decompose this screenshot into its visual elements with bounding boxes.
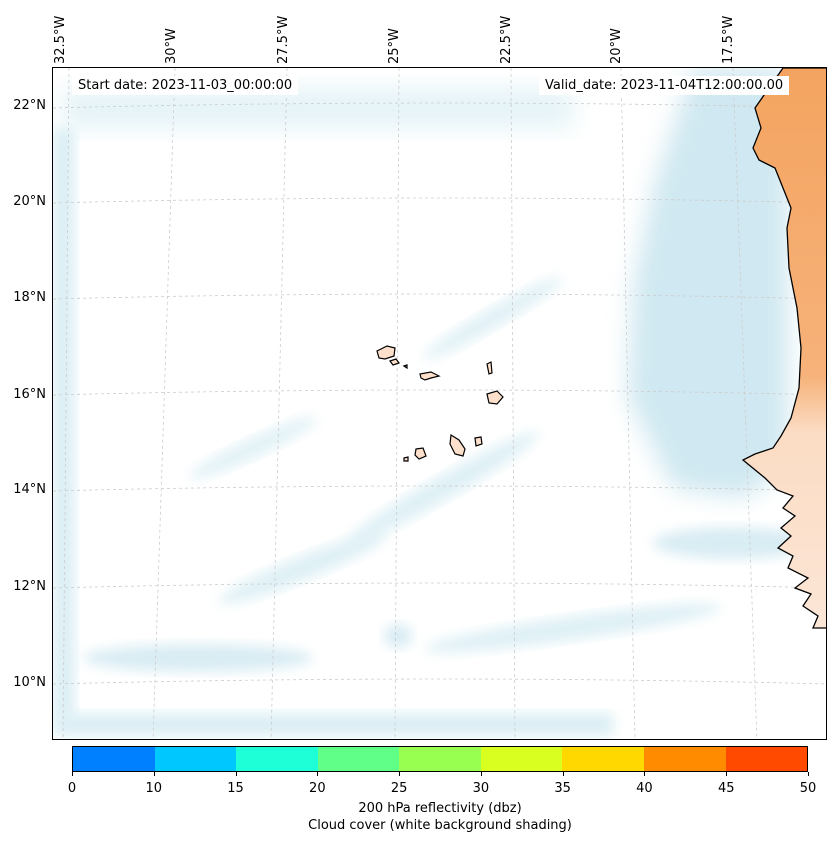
cloud-band-east bbox=[628, 68, 788, 498]
lat-label-12n: 12°N bbox=[13, 579, 46, 594]
valid-date-label: Valid_date: 2023-11-04T12:00:00.00 bbox=[539, 76, 790, 95]
island-boa-vista bbox=[486, 390, 504, 405]
colorbar-tick-mark bbox=[644, 772, 646, 776]
colorbar-tick-label: 40 bbox=[636, 781, 653, 796]
lon-label-20w: 20°W bbox=[609, 28, 624, 64]
colorbar-segment bbox=[643, 747, 726, 771]
island-fogo bbox=[414, 447, 427, 460]
lon-label-25w: 25°W bbox=[387, 28, 402, 64]
lon-label-17-5w: 17.5°W bbox=[721, 15, 736, 64]
lon-label-22-5w: 22.5°W bbox=[499, 15, 514, 64]
cloud-cover-shading bbox=[53, 68, 813, 736]
africa-landmass bbox=[741, 68, 826, 629]
cloud-patch-4 bbox=[423, 277, 563, 359]
colorbar-tick-mark bbox=[480, 772, 482, 776]
colorbar-segment bbox=[725, 747, 808, 771]
island-sao-nicolau bbox=[419, 371, 441, 381]
cloud-patch-5 bbox=[653, 527, 813, 559]
cloud-patch-3 bbox=[347, 432, 539, 544]
colorbar-tick-label: 20 bbox=[309, 781, 326, 796]
colorbar-tick-label: 30 bbox=[472, 781, 490, 796]
colorbar-tick-mark bbox=[235, 772, 237, 776]
cloud-edge-south bbox=[53, 713, 613, 736]
island-santiago bbox=[449, 433, 466, 457]
lat-label-14n: 14°N bbox=[13, 482, 46, 497]
colorbar-tick-label: 0 bbox=[67, 781, 77, 796]
colorbar-label: 200 hPa reflectivity (dbz) bbox=[358, 801, 522, 816]
colorbar-tick-mark bbox=[726, 772, 728, 776]
colorbar-tick-label: 10 bbox=[145, 781, 163, 796]
colorbar-segment bbox=[317, 747, 400, 771]
colorbar-segment bbox=[480, 747, 563, 771]
colorbar-tick-label: 45 bbox=[717, 781, 735, 796]
cloud-patch-8 bbox=[384, 624, 412, 648]
colorbar-tick-label: 25 bbox=[390, 781, 408, 796]
island-brava bbox=[403, 456, 409, 462]
colorbar-tick-label: 35 bbox=[554, 781, 571, 796]
graticule bbox=[53, 68, 826, 739]
colorbar-tick-label: 50 bbox=[799, 781, 817, 796]
lon-label-30w: 30°W bbox=[164, 28, 179, 64]
colorbar-segment bbox=[73, 747, 155, 771]
colorbar-tick-mark bbox=[153, 772, 155, 776]
cape-verde-islands bbox=[376, 345, 504, 462]
colorbar-segment bbox=[399, 747, 481, 771]
cloud-patch-7 bbox=[189, 417, 317, 479]
lat-label-10n: 10°N bbox=[13, 675, 46, 690]
island-sao-vicente bbox=[389, 358, 400, 366]
map-canvas bbox=[53, 68, 826, 739]
colorbar-tick-mark bbox=[562, 772, 564, 776]
cloud-edge-west bbox=[53, 128, 75, 718]
lat-label-20n: 20°N bbox=[13, 194, 46, 209]
colorbar-tick-mark bbox=[399, 772, 401, 776]
map-panel bbox=[52, 67, 827, 740]
island-santo-antao bbox=[376, 345, 396, 360]
colorbar-tick-mark bbox=[72, 772, 73, 776]
start-date-label: Start date: 2023-11-03_00:00:00 bbox=[72, 76, 299, 95]
colorbar bbox=[72, 746, 808, 772]
island-sal bbox=[486, 361, 493, 375]
lat-label-22n: 22°N bbox=[13, 98, 46, 113]
colorbar-tick-mark bbox=[808, 772, 809, 776]
colorbar-tick-label: 15 bbox=[227, 781, 244, 796]
cloud-band-north bbox=[63, 88, 573, 128]
lat-label-16n: 16°N bbox=[13, 387, 46, 402]
colorbar-sublabel: Cloud cover (white background shading) bbox=[308, 818, 572, 833]
colorbar-tick-mark bbox=[317, 772, 319, 776]
cloud-patch-1 bbox=[83, 644, 313, 672]
lat-label-18n: 18°N bbox=[13, 290, 46, 305]
island-maio bbox=[474, 436, 483, 447]
lon-label-27-5w: 27.5°W bbox=[276, 15, 291, 64]
colorbar-segment bbox=[236, 747, 318, 771]
colorbar-segment bbox=[154, 747, 237, 771]
colorbar-segment bbox=[562, 747, 644, 771]
cloud-patch-2 bbox=[219, 532, 387, 604]
lon-label-32-5w: 32.5°W bbox=[53, 15, 68, 64]
island-santa-luzia bbox=[402, 364, 408, 370]
cloud-patch-6 bbox=[424, 603, 722, 653]
